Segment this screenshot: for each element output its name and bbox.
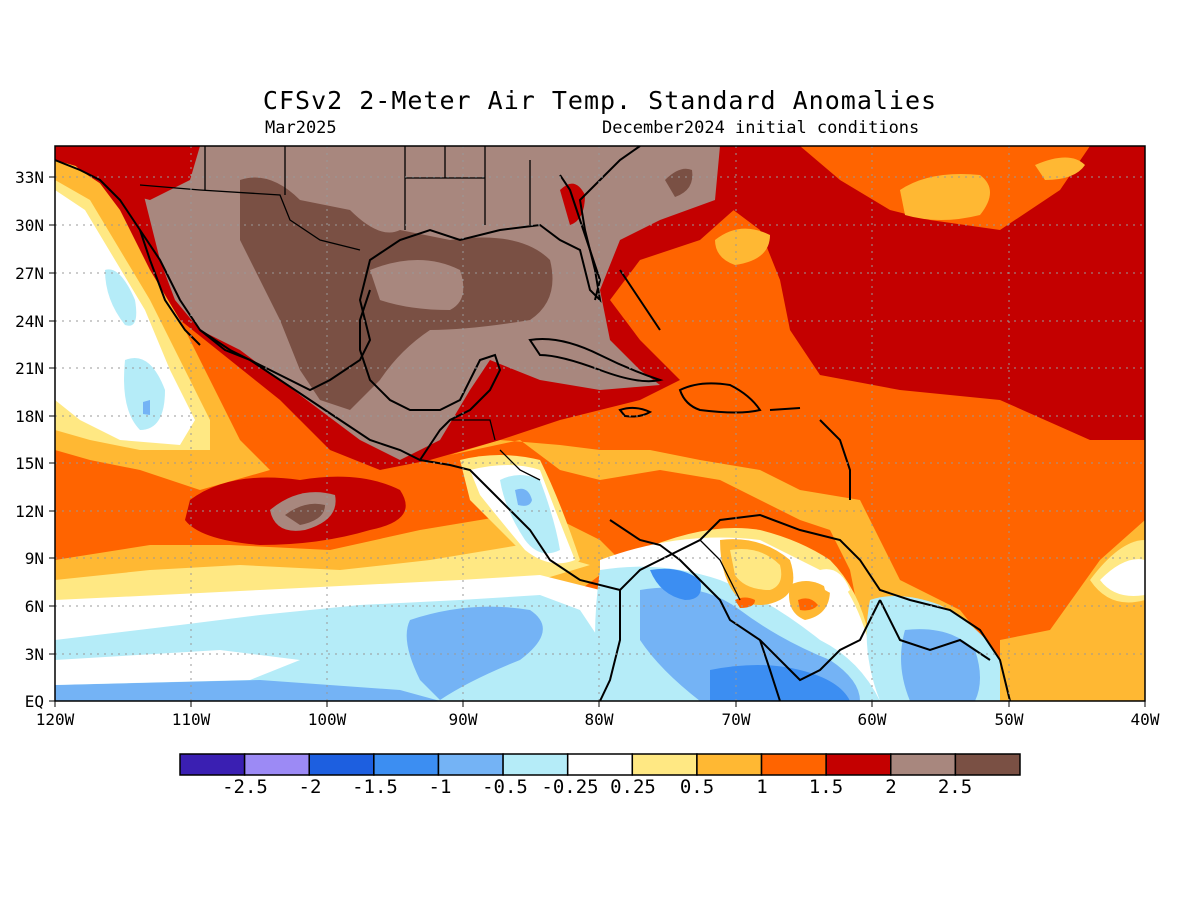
colorbar-label: 2 [885, 776, 897, 798]
colorbar-swatch [437, 753, 504, 776]
colorbar-swatch [243, 753, 310, 776]
colorbar-swatch [502, 753, 569, 776]
colorbar-label: 0.5 [679, 776, 715, 798]
colorbar-label: -2 [298, 776, 322, 798]
anomaly-region-caribbean-yellow [450, 440, 1000, 701]
colorbar-swatch [760, 753, 827, 776]
colorbar-swatch [954, 753, 1021, 776]
colorbar-swatch [696, 753, 763, 776]
axis-ticks [49, 176, 1146, 707]
lat-label-15n: 15N [15, 454, 44, 473]
colorbar [179, 753, 1021, 776]
colorbar-label: 1 [756, 776, 768, 798]
colorbar-label: -0.5 [482, 776, 528, 798]
lat-label-12n: 12N [15, 502, 44, 521]
colorbar-swatch [566, 753, 634, 776]
colorbar-label: 1.5 [808, 776, 844, 798]
valid-month: Mar2025 [265, 118, 337, 138]
anomaly-region-central-america-blue [515, 488, 532, 506]
lat-label-21n: 21N [15, 359, 44, 378]
chart-title: CFSv2 2-Meter Air Temp. Standard Anomali… [262, 86, 938, 115]
lat-label-6n: 6N [24, 597, 44, 616]
anomaly-region-pacific-blue [143, 400, 150, 415]
anomaly-region-south-pacific-lightblue-1 [406, 606, 543, 700]
lat-label-eq: EQ [24, 692, 44, 711]
gridlines [55, 146, 1145, 701]
lon-label-50w: 50W [994, 710, 1024, 729]
lat-label-27n: 27N [15, 264, 44, 283]
lat-label-30n: 30N [15, 216, 44, 235]
anomaly-region-atlantic-brown [665, 168, 693, 197]
anomaly-region-pacific-cyan-2 [124, 358, 165, 430]
colorbar-label: -1 [428, 776, 452, 798]
lat-label-3n: 3N [24, 645, 44, 664]
anomaly-region-venezuela-pale [730, 549, 782, 590]
anomaly-region-south-america-blue [650, 568, 701, 600]
political-borders [139, 146, 741, 601]
colorbar-swatch [308, 753, 375, 776]
anomaly-region-atlantic-red [700, 146, 1145, 440]
anomaly-region-south-pacific-lightblue-2 [55, 680, 440, 701]
lat-label-33n: 33N [15, 168, 44, 187]
lon-label-110w: 110W [171, 710, 211, 729]
colorbar-label: -1.5 [352, 776, 398, 798]
anomaly-region-venezuela-orange [735, 597, 755, 608]
lon-label-80w: 80W [584, 710, 614, 729]
anomaly-region-southeast-white [1100, 559, 1145, 596]
lon-label-40w: 40W [1130, 710, 1160, 729]
colorbar-label: 0.25 [610, 776, 656, 798]
anomaly-region-pacific-cyan-1 [105, 269, 137, 326]
colorbar-label: -0.25 [541, 776, 599, 798]
lon-label-70w: 70W [721, 710, 751, 729]
colorbar-label: 2.5 [937, 776, 973, 798]
anomaly-region-central-america-cyan [500, 475, 560, 554]
anomaly-region-guiana-white [820, 569, 850, 595]
lat-label-9n: 9N [24, 549, 44, 568]
lon-label-90w: 90W [448, 710, 478, 729]
plot-frame [54, 145, 1146, 702]
lon-label-60w: 60W [857, 710, 887, 729]
anomaly-region-south-america-blue-lower [710, 665, 850, 701]
colorbar-swatch [825, 753, 892, 776]
colorbar-swatch [890, 753, 957, 776]
coastlines [55, 146, 1011, 701]
lat-label-24n: 24N [15, 312, 44, 331]
anomaly-region-atlantic-yellow-1 [900, 174, 990, 220]
initial-conditions: December2024 initial conditions [602, 118, 920, 138]
anomaly-region-atlantic-yellow-2 [1035, 157, 1085, 180]
anomaly-region-south-pacific-white-lower [55, 650, 300, 685]
anomaly-region-pacific-darkbrown-blob [285, 503, 325, 525]
colorbar-label: -2.5 [222, 776, 268, 798]
colorbar-swatch [179, 753, 246, 776]
colorbar-swatch [373, 753, 440, 776]
lon-label-100w: 100W [307, 710, 347, 729]
lat-label-18n: 18N [15, 407, 44, 426]
colorbar-swatch [631, 753, 698, 776]
anomaly-region-guiana-orange [798, 598, 818, 611]
lon-label-120w: 120W [35, 710, 75, 729]
anomaly-region-atlantic-yellow-3 [715, 228, 770, 265]
